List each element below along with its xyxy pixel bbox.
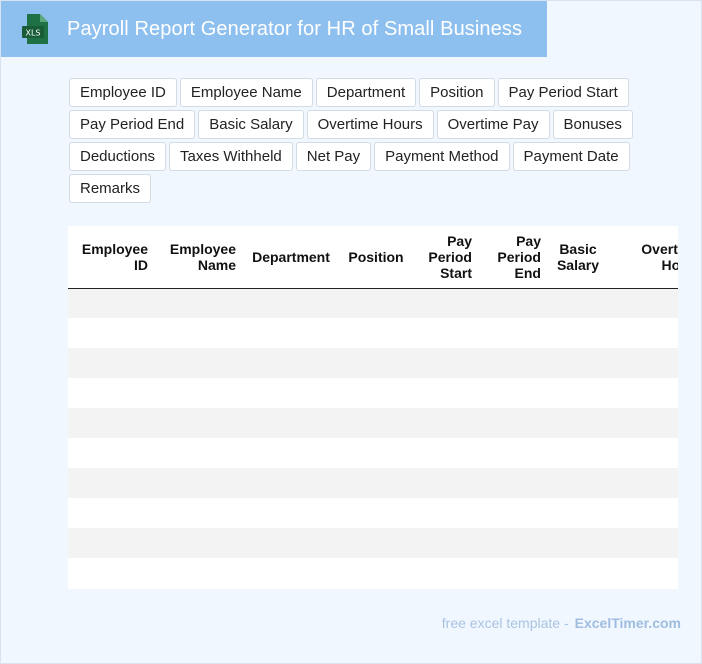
table-row[interactable]	[68, 528, 678, 558]
field-chip-employee-name[interactable]: Employee Name	[179, 78, 313, 107]
column-header-basic-salary[interactable]: Basic Salary	[547, 226, 609, 289]
xls-badge-text: XLS	[25, 29, 40, 38]
field-chip-payment-date[interactable]: Payment Date	[512, 142, 630, 171]
field-chip-overtime-pay[interactable]: Overtime Pay	[436, 110, 550, 139]
table-header-row: Employee ID Employee Name Department Pos…	[68, 226, 678, 289]
footer-credit: free excel template - ExcelTimer.com	[442, 615, 681, 631]
field-chip-payment-method[interactable]: Payment Method	[374, 142, 510, 171]
footer-brand-link[interactable]: ExcelTimer.com	[574, 615, 681, 631]
field-chip-list: Employee ID Employee Name Department Pos…	[69, 78, 639, 203]
payroll-table-container[interactable]: Employee ID Employee Name Department Pos…	[68, 226, 678, 589]
table-row[interactable]	[68, 408, 678, 438]
column-header-pay-period-start[interactable]: Pay Period Start	[412, 226, 478, 289]
field-chip-position[interactable]: Position	[419, 78, 495, 107]
field-chip-deductions[interactable]: Deductions	[69, 142, 167, 171]
field-chip-taxes-withheld[interactable]: Taxes Withheld	[169, 142, 293, 171]
table-row[interactable]	[68, 438, 678, 468]
column-header-employee-id[interactable]: Employee ID	[68, 226, 154, 289]
field-chip-bonuses[interactable]: Bonuses	[552, 110, 633, 139]
field-chip-pay-period-start[interactable]: Pay Period Start	[497, 78, 629, 107]
column-header-department[interactable]: Department	[242, 226, 340, 289]
field-chip-pay-period-end[interactable]: Pay Period End	[69, 110, 196, 139]
table-row[interactable]	[68, 498, 678, 528]
field-chip-basic-salary[interactable]: Basic Salary	[198, 110, 304, 139]
table-row[interactable]	[68, 468, 678, 498]
column-header-position[interactable]: Position	[340, 226, 412, 289]
column-header-overtime-hours[interactable]: Overtime Hours	[609, 226, 678, 289]
column-header-employee-name[interactable]: Employee Name	[154, 226, 242, 289]
field-chip-department[interactable]: Department	[315, 78, 417, 107]
field-chip-net-pay[interactable]: Net Pay	[295, 142, 372, 171]
title-bar: XLS Payroll Report Generator for HR of S…	[1, 1, 547, 57]
column-header-pay-period-end[interactable]: Pay Period End	[478, 226, 547, 289]
field-chip-employee-id[interactable]: Employee ID	[69, 78, 177, 107]
xls-file-icon: XLS	[21, 13, 51, 45]
field-chip-remarks[interactable]: Remarks	[69, 174, 152, 203]
page-title: Payroll Report Generator for HR of Small…	[67, 17, 523, 40]
table-row[interactable]	[68, 378, 678, 408]
table-row[interactable]	[68, 558, 678, 588]
payroll-table: Employee ID Employee Name Department Pos…	[68, 226, 678, 588]
footer-text: free excel template -	[441, 615, 569, 631]
table-row[interactable]	[68, 348, 678, 378]
table-row[interactable]	[68, 288, 678, 318]
table-row[interactable]	[68, 318, 678, 348]
field-chip-overtime-hours[interactable]: Overtime Hours	[306, 110, 434, 139]
